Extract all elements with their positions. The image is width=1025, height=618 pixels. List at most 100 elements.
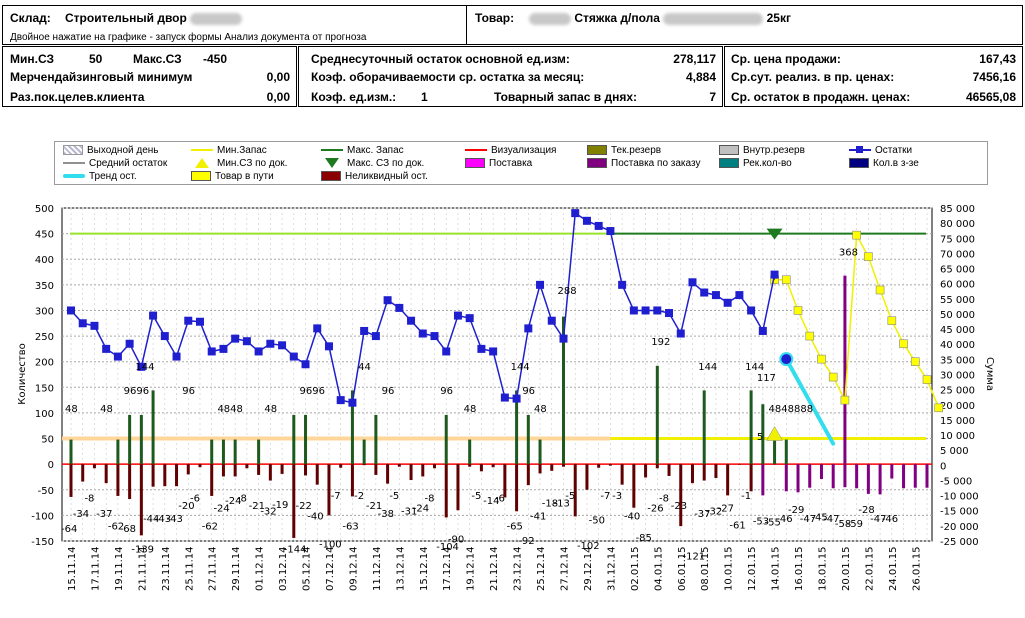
sales-bar (233, 439, 237, 465)
negative-bar (280, 464, 284, 474)
legend-item: Выходной день (63, 145, 159, 157)
stock-marker (582, 216, 591, 225)
data-label: 48 (264, 404, 277, 415)
days-stock-value: 7 (709, 90, 716, 104)
min-sz-label: Мин.СЗ (10, 52, 54, 66)
negative-bar (104, 464, 108, 484)
negative-bar (163, 464, 167, 487)
data-label: 144 (135, 362, 154, 373)
future-bar (925, 464, 929, 488)
x-tick-label: 12.01.15 (747, 546, 758, 591)
legend-item: Мин.СЗ по док. (191, 158, 287, 170)
stock-marker (172, 352, 181, 361)
data-label: 44 (358, 362, 371, 373)
negative-bar (397, 464, 401, 467)
data-label: -32 (260, 506, 276, 517)
negative-bar (128, 464, 132, 499)
stock-marker (571, 209, 580, 218)
negative-bar (421, 464, 425, 477)
data-label: -45 (811, 512, 827, 523)
sales-bar (69, 439, 73, 465)
data-label: -63 (342, 522, 358, 533)
legend-symbol-icon (719, 158, 739, 169)
stock-marker (665, 309, 674, 318)
stock-marker (219, 344, 228, 353)
legend-label: Тек.резерв (611, 145, 662, 156)
data-label: -46 (776, 514, 792, 525)
y-tick-label: 350 (35, 281, 54, 292)
x-tick-label: 29.11.14 (231, 546, 242, 591)
data-label: -2 (354, 491, 364, 502)
stock-marker (266, 339, 275, 348)
data-label: -46 (882, 514, 898, 525)
data-label: -24 (213, 504, 229, 515)
legend-label: Рек.кол-во (743, 158, 792, 169)
stock-marker (254, 347, 263, 356)
negative-bar (608, 464, 612, 466)
data-label: -8 (237, 493, 247, 504)
negative-bar (644, 464, 648, 478)
chart-legend: Выходной день Мин.Запас Макс. Запас Визуали… (54, 141, 988, 185)
data-label: -3 (612, 491, 622, 502)
stock-marker (770, 270, 779, 279)
future-bar (855, 464, 859, 489)
sales-bar (221, 439, 225, 465)
forecast-marker (781, 275, 791, 285)
negative-bar (503, 464, 507, 498)
negative-bar (292, 464, 296, 538)
data-label: 144 (698, 362, 717, 373)
avg-price-label: Ср. цена продажи: (731, 52, 841, 66)
future-bar (866, 464, 870, 494)
data-label: 368 (839, 248, 858, 259)
data-label: 192 (651, 337, 670, 348)
negative-bar (714, 464, 718, 478)
daily-sales-label: Ср.сут. реализ. в пр. ценах: (731, 70, 895, 84)
stats-panel-left: Мин.СЗ 50 Макс.СЗ -450 Мерчендайзинговый… (2, 46, 297, 107)
legend-label: Выходной день (87, 145, 159, 156)
stock-marker (160, 332, 169, 341)
days-stock-label: Товарный запас в днях: (494, 90, 637, 104)
data-label: -24 (413, 504, 429, 515)
legend-label: Кол.в з-зе (873, 158, 919, 169)
legend-symbol-icon (587, 145, 607, 156)
data-label: -62 (108, 522, 124, 533)
data-label: -92 (518, 536, 534, 547)
stock-marker (383, 296, 392, 305)
avg-rest-label: Ср. остаток в продажн. ценах: (731, 90, 911, 104)
legend-item: Внутр.резерв (719, 145, 805, 157)
header-product-panel: Товар: Стяжка д/пола 25кг (466, 5, 1023, 45)
stock-marker (348, 398, 357, 407)
stock-marker (313, 324, 322, 333)
legend-item: Кол.в з-зе (849, 158, 919, 170)
data-label: -13 (553, 499, 569, 510)
x-tick-label: 25.11.14 (184, 546, 195, 591)
x-tick-label: 27.11.14 (208, 546, 219, 591)
max-sz-label: Макс.СЗ (133, 52, 182, 66)
legend-label: Поставка по заказу (611, 158, 701, 169)
x-tick-label: 06.01.15 (677, 546, 688, 591)
y2-tick-label: 25 000 (940, 386, 975, 397)
future-bar (843, 464, 847, 488)
avg-stock-label: Среднесуточный остаток основной ед.изм: (311, 52, 570, 66)
data-label: -44 (143, 514, 159, 525)
x-tick-label: 14.01.15 (771, 546, 782, 591)
sales-bar (538, 439, 542, 465)
y2-tick-label: -10 000 (940, 492, 979, 503)
x-tick-label: 08.01.15 (700, 546, 711, 591)
y-tick-label: -100 (31, 511, 54, 522)
data-label: 4848 (217, 404, 242, 415)
y2-tick-label: -15 000 (940, 507, 979, 518)
negative-bar (526, 464, 530, 486)
x-tick-label: 20.01.15 (841, 546, 852, 591)
max-sz-marker (766, 228, 783, 240)
stock-chart[interactable]: -150-100-5005010015020025030035040045050… (0, 188, 1025, 618)
future-bar (796, 464, 800, 493)
negative-bar (573, 464, 577, 517)
sales-bar (702, 390, 706, 465)
stock-marker (125, 339, 134, 348)
x-tick-label: 27.12.14 (559, 546, 570, 591)
negative-bar (268, 464, 272, 481)
data-label: -5 (389, 491, 399, 502)
stock-marker (242, 337, 251, 346)
data-label: -26 (647, 504, 663, 515)
